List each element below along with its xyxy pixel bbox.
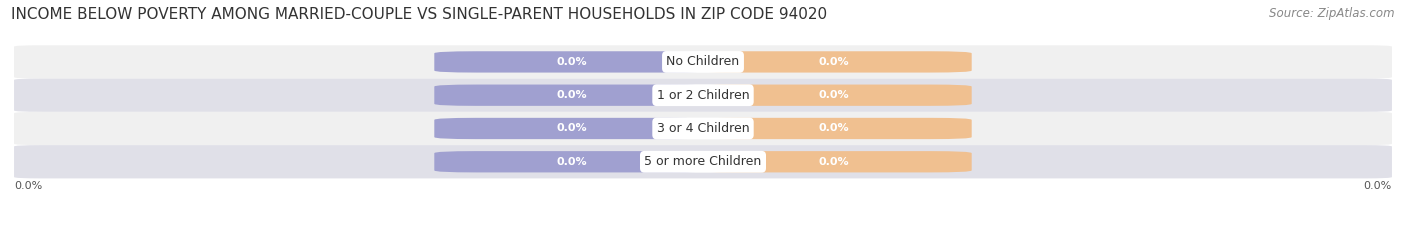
FancyBboxPatch shape [14,145,1392,178]
Text: 3 or 4 Children: 3 or 4 Children [657,122,749,135]
FancyBboxPatch shape [696,85,972,106]
FancyBboxPatch shape [696,118,972,139]
Text: 0.0%: 0.0% [557,123,588,134]
Text: Source: ZipAtlas.com: Source: ZipAtlas.com [1270,7,1395,20]
FancyBboxPatch shape [14,45,1392,79]
FancyBboxPatch shape [696,51,972,72]
FancyBboxPatch shape [434,151,710,172]
Text: 0.0%: 0.0% [818,123,849,134]
FancyBboxPatch shape [434,51,710,72]
Text: INCOME BELOW POVERTY AMONG MARRIED-COUPLE VS SINGLE-PARENT HOUSEHOLDS IN ZIP COD: INCOME BELOW POVERTY AMONG MARRIED-COUPL… [11,7,827,22]
Text: 0.0%: 0.0% [557,157,588,167]
Text: 0.0%: 0.0% [557,57,588,67]
Text: 1 or 2 Children: 1 or 2 Children [657,89,749,102]
FancyBboxPatch shape [434,118,710,139]
Text: No Children: No Children [666,55,740,69]
Text: 0.0%: 0.0% [14,181,42,191]
Text: 5 or more Children: 5 or more Children [644,155,762,168]
Text: 0.0%: 0.0% [1364,181,1392,191]
Text: 0.0%: 0.0% [818,57,849,67]
FancyBboxPatch shape [696,151,972,172]
Text: 0.0%: 0.0% [818,157,849,167]
Text: 0.0%: 0.0% [557,90,588,100]
FancyBboxPatch shape [434,85,710,106]
FancyBboxPatch shape [14,79,1392,112]
Text: 0.0%: 0.0% [818,90,849,100]
FancyBboxPatch shape [14,112,1392,145]
